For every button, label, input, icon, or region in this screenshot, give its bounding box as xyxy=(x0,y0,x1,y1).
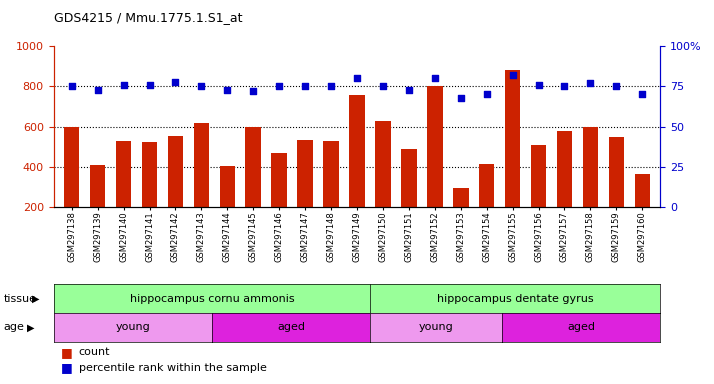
Point xyxy=(403,86,415,93)
Point xyxy=(326,83,337,89)
Bar xyxy=(505,70,521,207)
Text: percentile rank within the sample: percentile rank within the sample xyxy=(79,362,266,373)
Bar xyxy=(479,164,495,207)
Bar xyxy=(583,127,598,207)
Point xyxy=(273,83,285,89)
Text: young: young xyxy=(419,322,453,333)
Text: young: young xyxy=(116,322,150,333)
Bar xyxy=(453,188,468,207)
Point xyxy=(377,83,388,89)
Bar xyxy=(297,140,313,207)
Point xyxy=(559,83,570,89)
Bar xyxy=(271,153,287,207)
Bar xyxy=(168,136,183,207)
Text: tissue: tissue xyxy=(4,293,36,304)
Point xyxy=(248,88,259,94)
Bar xyxy=(557,131,572,207)
Point xyxy=(455,94,466,101)
Bar xyxy=(64,127,79,207)
Bar xyxy=(193,123,209,207)
Point xyxy=(481,91,493,98)
Bar xyxy=(116,141,131,207)
Bar xyxy=(219,166,235,207)
Point xyxy=(118,82,129,88)
Text: ▶: ▶ xyxy=(32,293,40,304)
Point xyxy=(507,72,518,78)
Point xyxy=(610,83,622,89)
Point xyxy=(221,86,233,93)
Point xyxy=(170,78,181,84)
Point xyxy=(196,83,207,89)
Point xyxy=(533,82,544,88)
Text: ▶: ▶ xyxy=(27,322,35,333)
Bar xyxy=(401,149,417,207)
Bar xyxy=(635,174,650,207)
Text: aged: aged xyxy=(277,322,305,333)
Text: ■: ■ xyxy=(61,361,72,374)
Bar xyxy=(608,137,624,207)
Text: aged: aged xyxy=(568,322,595,333)
Point xyxy=(637,91,648,98)
Bar xyxy=(246,127,261,207)
Point xyxy=(66,83,77,89)
Point xyxy=(429,75,441,81)
Point xyxy=(92,86,104,93)
Bar xyxy=(531,145,546,207)
Point xyxy=(351,75,363,81)
Bar xyxy=(90,165,106,207)
Bar xyxy=(323,141,339,207)
Bar xyxy=(349,96,365,207)
Text: hippocampus cornu ammonis: hippocampus cornu ammonis xyxy=(129,293,294,304)
Point xyxy=(144,82,155,88)
Text: GDS4215 / Mmu.1775.1.S1_at: GDS4215 / Mmu.1775.1.S1_at xyxy=(54,12,242,25)
Point xyxy=(299,83,311,89)
Text: count: count xyxy=(79,347,110,357)
Bar xyxy=(427,86,443,207)
Text: ■: ■ xyxy=(61,346,72,359)
Point xyxy=(585,80,596,86)
Bar xyxy=(375,121,391,207)
Text: hippocampus dentate gyrus: hippocampus dentate gyrus xyxy=(437,293,593,304)
Text: age: age xyxy=(4,322,24,333)
Bar xyxy=(142,142,157,207)
